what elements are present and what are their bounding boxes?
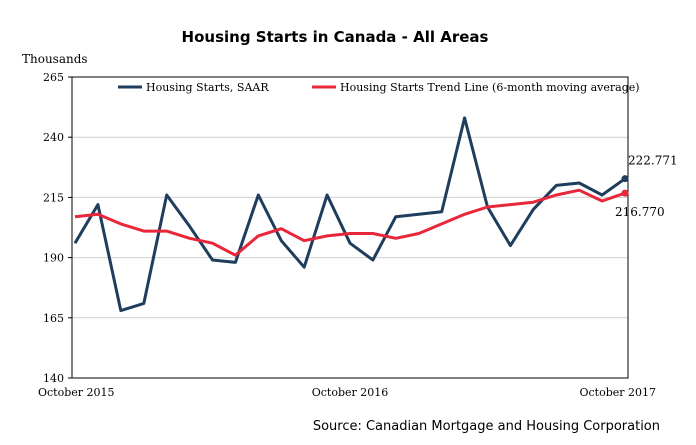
series-end-marker-0 bbox=[621, 175, 629, 183]
y-tick-label: 265 bbox=[43, 71, 64, 84]
y-tick-label: 190 bbox=[43, 252, 64, 265]
data-label-0: 222.771 bbox=[628, 154, 678, 168]
source-note: Source: Canadian Mortgage and Housing Co… bbox=[313, 419, 660, 434]
series-line-1 bbox=[74, 188, 626, 257]
data-label-1: 216.770 bbox=[615, 205, 665, 219]
y-axis-ticks: 140 165 190 215 240 265 bbox=[43, 71, 72, 385]
x-tick-label: October 2015 bbox=[38, 386, 115, 399]
y-axis-label: Thousands bbox=[22, 52, 88, 66]
y-tick-label: 215 bbox=[43, 191, 64, 204]
series-end-marker-1 bbox=[621, 189, 629, 197]
y-tick-label: 140 bbox=[43, 372, 64, 385]
gridlines bbox=[72, 136, 628, 319]
series-line-0 bbox=[73, 116, 626, 313]
legend-label-1: Housing Starts Trend Line (6-month movin… bbox=[340, 81, 640, 94]
series-lines bbox=[73, 116, 629, 313]
legend: Housing Starts, SAAR Housing Starts Trend… bbox=[118, 81, 640, 94]
x-tick-label: October 2017 bbox=[579, 386, 656, 399]
plot-area-border bbox=[71, 76, 629, 379]
legend-label-0: Housing Starts, SAAR bbox=[146, 81, 269, 94]
x-tick-label: October 2016 bbox=[312, 386, 389, 399]
chart-title: Housing Starts in Canada - All Areas bbox=[182, 28, 489, 46]
y-tick-label: 240 bbox=[43, 131, 64, 144]
annotations: 222.771 216.770 bbox=[615, 154, 678, 219]
x-axis-ticks: October 2015 October 2016 October 2017 bbox=[38, 386, 656, 399]
y-tick-label: 165 bbox=[43, 312, 64, 325]
